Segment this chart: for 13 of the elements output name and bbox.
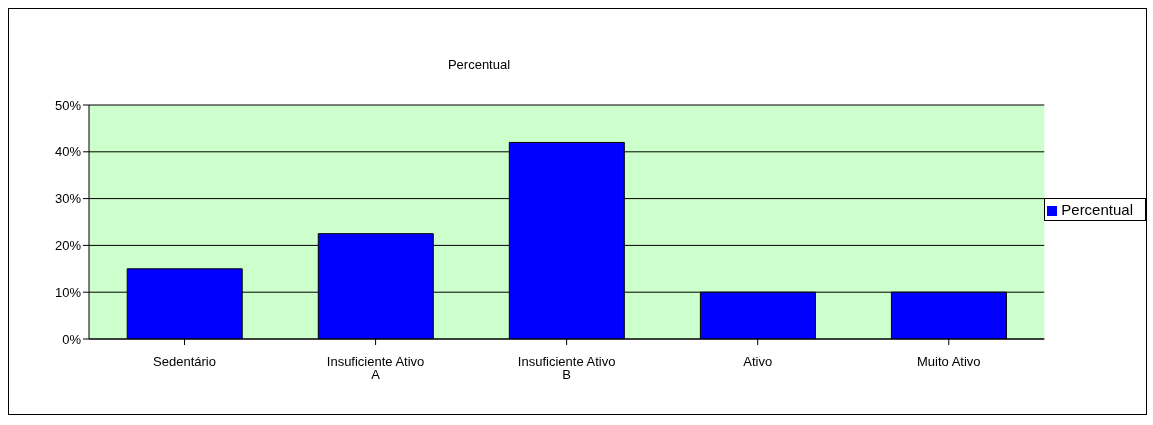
y-tick-label: 40%	[54, 144, 82, 160]
x-tick-label: Sedentário	[153, 354, 216, 370]
x-tick-label: Ativo	[743, 354, 773, 370]
x-tick-label: Insuficiente Ativo B	[517, 354, 616, 383]
y-tick-label: 50%	[54, 97, 82, 113]
y-tick-label: 0%	[62, 331, 82, 347]
y-tick-label: 30%	[54, 191, 82, 207]
chart-title: Percentual	[446, 57, 512, 72]
legend-label: Percentual	[1061, 200, 1133, 218]
y-tick-label: 20%	[54, 238, 82, 254]
x-tick-label: Insuficiente Ativo A	[326, 354, 425, 383]
x-tick-label: Muito Ativo	[916, 354, 981, 370]
y-tick-label: 10%	[54, 284, 82, 300]
